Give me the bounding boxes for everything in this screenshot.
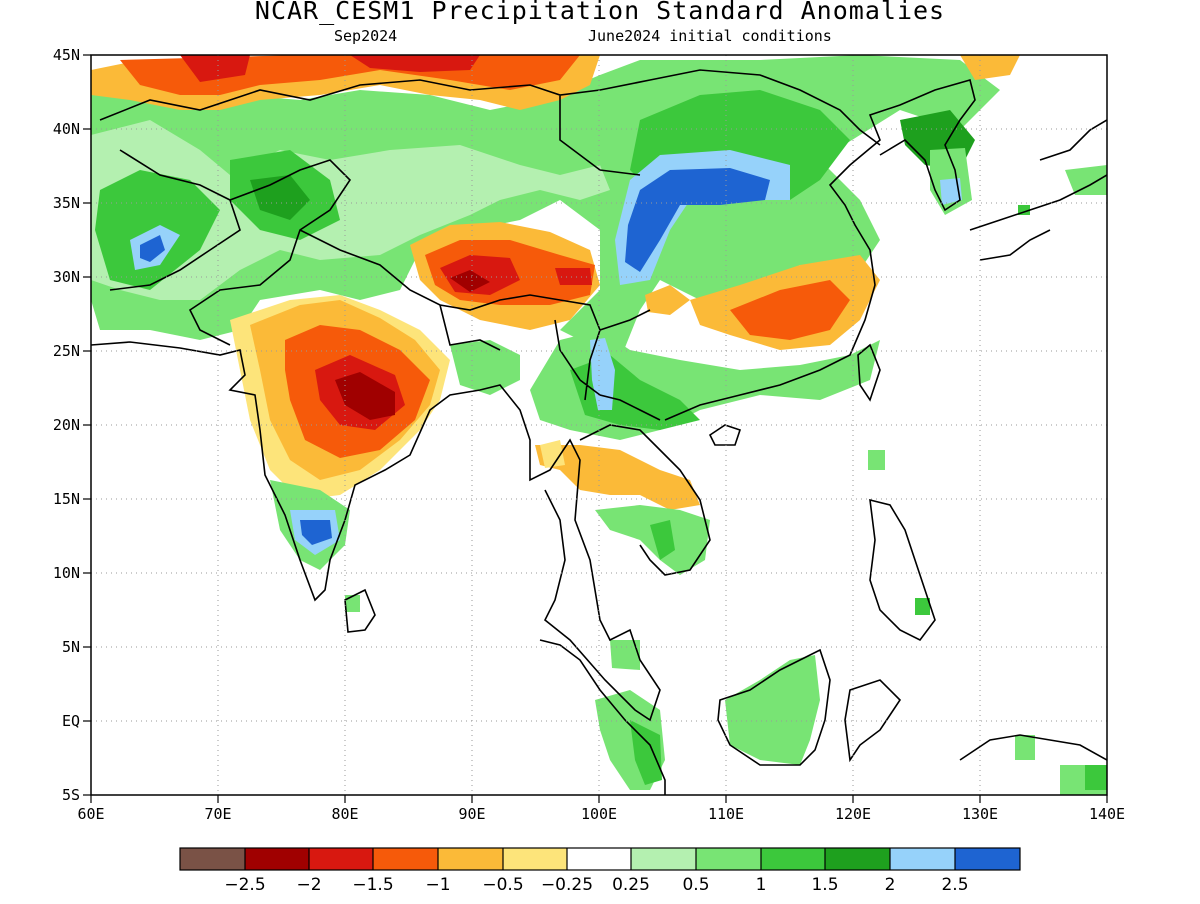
lon-tick-label: 60E — [77, 805, 104, 823]
colorbar-label: 1 — [756, 875, 767, 895]
colorbar-swatch — [373, 848, 438, 870]
lon-tick-label: 70E — [204, 805, 231, 823]
colorbar-label: −2 — [296, 875, 321, 895]
anomaly-area — [450, 340, 520, 395]
colorbar-label: 0.25 — [612, 875, 650, 895]
lat-tick-label: 30N — [53, 268, 80, 286]
lon-tick-label: 110E — [708, 805, 744, 823]
coastline — [664, 79, 976, 421]
colorbar: −2.5 −2 −1.5 −1 −0.5 −0.25 0.25 0.5 1 1.… — [179, 847, 1021, 895]
anomaly-area — [868, 450, 885, 470]
colorbar-swatch — [245, 848, 309, 870]
anomaly-area — [540, 440, 565, 468]
colorbar-label: −2.5 — [224, 875, 265, 895]
anomaly-area — [730, 280, 850, 340]
lon-tick-label: 130E — [962, 805, 998, 823]
tick-marks — [83, 54, 1108, 803]
lat-tick-label: 15N — [53, 490, 80, 508]
colorbar-label: −0.5 — [482, 875, 523, 895]
coastline — [579, 424, 711, 576]
lon-tick-labels: 60E 70E 80E 90E 100E 110E 120E 130E 140E — [77, 805, 1125, 823]
colorbar-swatch — [761, 848, 825, 870]
colorbar-label: 2 — [885, 875, 896, 895]
lat-tick-label: 10N — [53, 564, 80, 582]
anomaly-area — [335, 372, 395, 420]
coastlines — [91, 69, 1107, 795]
coastline — [539, 639, 666, 795]
anomaly-area — [595, 505, 710, 575]
anomaly-area — [915, 598, 930, 615]
colorbar-label: −0.25 — [541, 875, 593, 895]
anomaly-area — [650, 520, 675, 560]
lat-tick-labels: 45N 40N 35N 30N 25N 20N 15N 10N 5N EQ 5S — [53, 46, 80, 804]
anomaly-area — [555, 268, 592, 285]
colorbar-swatch — [180, 848, 245, 870]
lat-tick-label: EQ — [62, 712, 80, 730]
coastline — [969, 174, 1107, 261]
colorbar-swatch — [631, 848, 696, 870]
anomaly-shading — [91, 55, 1107, 795]
anomaly-area — [645, 285, 690, 315]
anomaly-area — [1065, 165, 1107, 195]
anomaly-area — [630, 720, 662, 785]
lon-tick-label: 100E — [581, 805, 617, 823]
coastline — [857, 343, 881, 402]
coastline — [344, 588, 376, 633]
anomaly-area — [345, 595, 360, 612]
anomaly-area — [625, 168, 770, 272]
colorbar-swatch — [696, 848, 761, 870]
coastline — [1039, 119, 1107, 161]
colorbar-label: 0.5 — [682, 875, 709, 895]
gridlines — [91, 55, 1107, 795]
colorbar-label: −1 — [425, 875, 450, 895]
anomaly-area — [180, 55, 250, 82]
coastline — [844, 679, 902, 763]
colorbar-swatch — [503, 848, 567, 870]
anomaly-area — [1085, 765, 1107, 790]
anomaly-area — [350, 55, 480, 72]
anomaly-area — [940, 178, 962, 205]
anomaly-area — [725, 655, 820, 765]
lon-tick-label: 120E — [835, 805, 871, 823]
anomaly-area — [610, 640, 640, 670]
anomaly-area — [91, 120, 610, 300]
coastline — [869, 498, 936, 642]
coastline — [708, 424, 742, 446]
colorbar-label: 2.5 — [941, 875, 968, 895]
anomaly-area — [1015, 735, 1035, 760]
coastline — [717, 648, 831, 766]
colorbar-swatch — [890, 848, 955, 870]
lat-tick-label: 20N — [53, 416, 80, 434]
colorbar-swatch — [438, 848, 503, 870]
colorbar-swatch — [955, 848, 1020, 870]
lat-tick-label: 5S — [62, 786, 80, 804]
lat-tick-label: 25N — [53, 342, 80, 360]
lat-tick-label: 5N — [62, 638, 80, 656]
coastline — [959, 734, 1107, 761]
lon-tick-label: 90E — [458, 805, 485, 823]
lat-tick-label: 35N — [53, 194, 80, 212]
colorbar-swatch — [567, 848, 631, 870]
anomaly-area — [300, 520, 332, 545]
lat-tick-label: 40N — [53, 120, 80, 138]
anomaly-area — [140, 235, 165, 262]
initial-conditions-label: June2024 initial conditions — [588, 27, 832, 45]
colorbar-swatch — [825, 848, 890, 870]
lat-tick-label: 45N — [53, 46, 80, 64]
lon-tick-label: 80E — [331, 805, 358, 823]
colorbar-swatch — [309, 848, 373, 870]
map-title: NCAR_CESM1 Precipitation Standard Anomal… — [254, 0, 946, 25]
anomaly-area — [535, 445, 700, 510]
valid-month-label: Sep2024 — [334, 27, 398, 45]
coastline — [91, 341, 661, 722]
colorbar-label: −1.5 — [352, 875, 393, 895]
lon-tick-label: 140E — [1089, 805, 1125, 823]
border — [99, 69, 881, 421]
colorbar-label: 1.5 — [811, 875, 838, 895]
anomaly-area — [960, 55, 1020, 80]
anomaly-area — [450, 270, 490, 292]
